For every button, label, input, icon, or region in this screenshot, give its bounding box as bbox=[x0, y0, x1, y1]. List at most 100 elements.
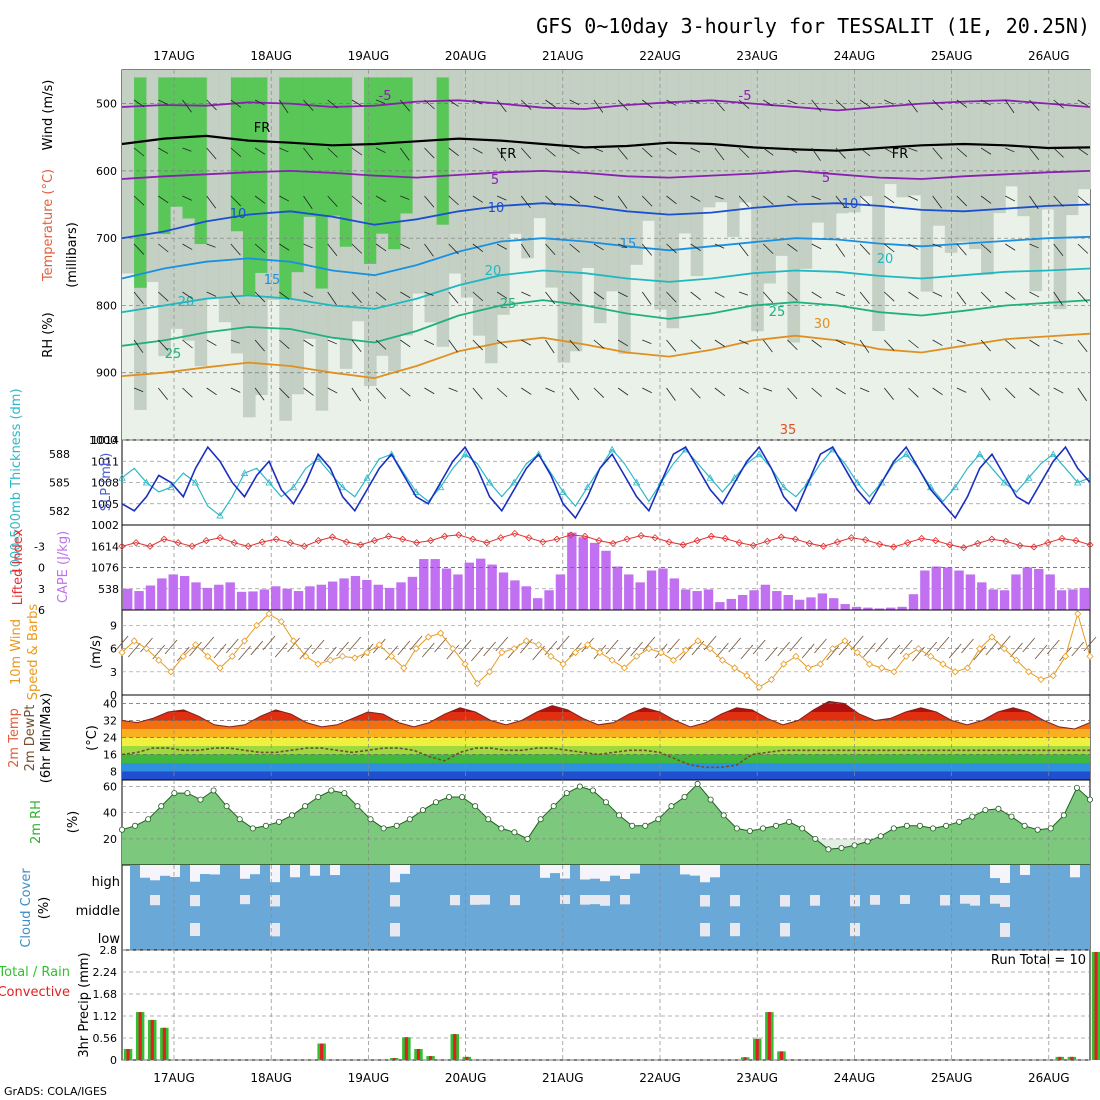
wind10-point bbox=[976, 645, 984, 653]
cloud-low-block bbox=[730, 923, 740, 937]
wind-barb bbox=[666, 243, 677, 254]
rh-column bbox=[485, 70, 498, 364]
wind-barb bbox=[424, 195, 435, 208]
cape-bar bbox=[476, 558, 486, 610]
thickness-point bbox=[1025, 473, 1033, 481]
wind-barb bbox=[569, 339, 580, 352]
wind10-barb bbox=[238, 645, 251, 661]
thickness-point bbox=[240, 469, 249, 476]
wind-barb bbox=[545, 147, 556, 157]
li-point bbox=[146, 542, 154, 550]
wind-barb bbox=[787, 339, 798, 351]
thickness-tick: 585 bbox=[49, 477, 70, 490]
wind10-barb bbox=[397, 640, 411, 656]
wind-barb bbox=[762, 339, 773, 353]
wind-barb bbox=[448, 339, 459, 353]
wind-barb bbox=[230, 339, 240, 344]
li-point bbox=[581, 532, 589, 540]
rh2m-point bbox=[1060, 812, 1067, 819]
wind10-point bbox=[584, 641, 592, 649]
wind10-point bbox=[216, 664, 224, 672]
wind-barb bbox=[521, 99, 532, 110]
wind-barb bbox=[980, 387, 991, 401]
rh-column bbox=[618, 70, 631, 354]
rh-column bbox=[884, 70, 897, 185]
wind-barb bbox=[908, 339, 919, 349]
cloud-high-block bbox=[250, 865, 260, 875]
cloud-high-block bbox=[160, 865, 170, 876]
rh-column bbox=[896, 70, 909, 198]
isotherm-line bbox=[121, 99, 1091, 112]
thickness-label: 1000-500mb Thickness (dm) bbox=[9, 388, 24, 575]
wind-barb bbox=[714, 339, 726, 347]
cape-bar bbox=[897, 606, 907, 610]
li-point bbox=[847, 534, 856, 542]
wind10-barb bbox=[1010, 642, 1023, 658]
precip-convective-bar bbox=[320, 1043, 324, 1060]
rh-column bbox=[581, 70, 595, 269]
wind-barb bbox=[835, 195, 846, 208]
rh-column bbox=[872, 70, 885, 332]
li-point bbox=[427, 537, 435, 545]
wind10-point bbox=[1074, 610, 1082, 618]
wind10-point bbox=[388, 652, 396, 660]
thickness-tick: 588 bbox=[49, 448, 70, 461]
rh2m-point bbox=[812, 835, 819, 842]
wind-barb bbox=[424, 99, 435, 110]
cape-bar bbox=[544, 590, 554, 610]
thickness-point bbox=[412, 488, 420, 495]
wind10-point bbox=[1025, 668, 1033, 676]
wind-barb bbox=[593, 99, 604, 113]
li-point bbox=[693, 537, 701, 545]
wind-barb bbox=[254, 147, 266, 155]
wind-barb bbox=[569, 147, 580, 155]
rh-column bbox=[1041, 70, 1055, 210]
rh2m-unit: (%) bbox=[66, 811, 81, 834]
rh2m-point bbox=[498, 825, 505, 832]
cape-bar bbox=[1022, 567, 1033, 610]
wind-barb bbox=[182, 195, 193, 201]
cape-bar bbox=[248, 591, 258, 610]
wind-barb bbox=[932, 291, 943, 297]
li-point bbox=[188, 542, 196, 550]
cloud-high-block bbox=[400, 865, 410, 874]
wind-barb bbox=[1029, 339, 1040, 347]
wind-barb bbox=[884, 99, 894, 105]
wind-barb bbox=[158, 147, 169, 154]
cape-bar bbox=[214, 584, 224, 610]
precip-convective-label: Convective bbox=[0, 985, 70, 1000]
wind-barb bbox=[400, 291, 411, 299]
cape-bar bbox=[578, 537, 588, 610]
wind-barb bbox=[520, 195, 531, 209]
rh2m-point bbox=[930, 825, 937, 832]
wind10-barb bbox=[826, 645, 840, 661]
wind10-barb bbox=[899, 639, 913, 655]
wind-barb bbox=[956, 243, 967, 256]
wind-barb bbox=[642, 195, 653, 207]
wind10-barb bbox=[311, 639, 325, 655]
rh-column bbox=[448, 70, 462, 274]
wind-barb bbox=[787, 387, 798, 400]
wind10-point bbox=[865, 660, 874, 668]
wind-barb bbox=[472, 339, 483, 351]
wind-barb bbox=[521, 339, 532, 346]
wind10-point bbox=[559, 660, 567, 668]
cloud-panel: high middle low Cloud Cover (%) bbox=[19, 864, 1091, 951]
cape-bar bbox=[498, 572, 509, 610]
wind10-point bbox=[657, 648, 665, 657]
rh2m-point bbox=[733, 825, 740, 832]
wind10-point bbox=[130, 637, 138, 645]
wind-barb bbox=[400, 339, 411, 348]
wind-barb bbox=[1005, 339, 1016, 349]
cape-bar bbox=[1045, 574, 1055, 610]
rh2m-point bbox=[995, 805, 1002, 812]
li-point bbox=[314, 537, 322, 545]
wind10-point bbox=[792, 652, 800, 660]
wind10-point bbox=[1086, 652, 1094, 660]
cloud-high-block bbox=[1020, 865, 1030, 875]
slp-tick: 1014 bbox=[91, 434, 119, 447]
thickness-point bbox=[657, 478, 665, 486]
wind-barb bbox=[690, 387, 701, 399]
wind10-point bbox=[1012, 656, 1021, 664]
rh2m-point bbox=[236, 816, 243, 823]
